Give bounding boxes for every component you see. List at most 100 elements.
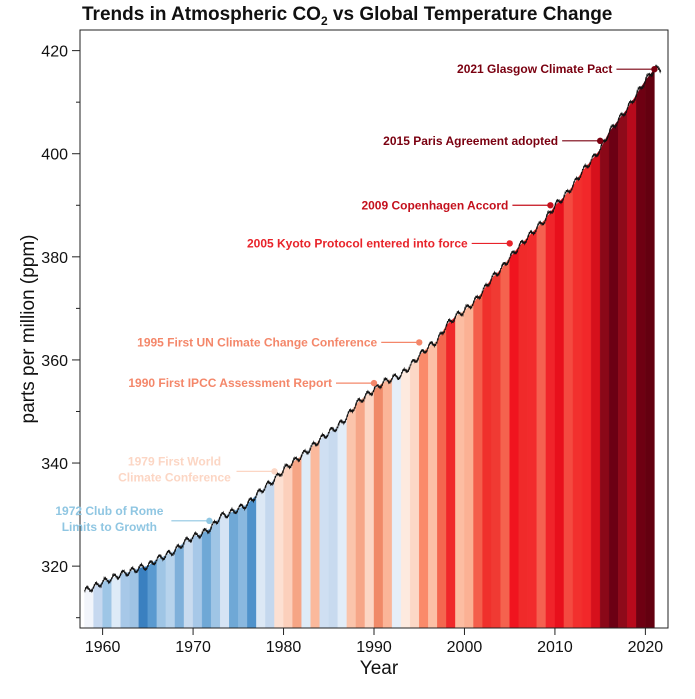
stripe-1994 (409, 355, 420, 629)
stripe-1971 (201, 527, 212, 629)
annotation-label-6-0: 1979 First World (128, 454, 221, 468)
stripe-1969 (183, 536, 194, 629)
stripe-1983 (310, 439, 320, 629)
annotation-dot-1 (596, 137, 604, 145)
y-tick-label-380: 380 (41, 250, 68, 267)
chart-title-main: Trends in Atmospheric CO (82, 4, 321, 25)
annotation-0: 2021 Glasgow Climate Pact (457, 62, 658, 76)
y-tick-label-360: 360 (41, 353, 68, 370)
annotation-label-4-0: 1995 First UN Climate Change Conference (137, 335, 377, 349)
annotation-6: 1979 First World Climate Conference (118, 454, 278, 484)
stripe-1977 (256, 486, 266, 629)
stripe-2014 (590, 149, 601, 629)
stripe-2008 (536, 218, 547, 629)
stripe-1960 (102, 578, 112, 629)
stripe-1973 (220, 513, 230, 629)
stripe-1964 (138, 565, 149, 629)
annotation-2: 2009 Copenhagen Accord (361, 198, 554, 212)
x-axis: 1960 1970 1980 1990 2000 2010 2020 (85, 628, 663, 656)
stripe-2017 (618, 108, 628, 629)
annotation-dot-2 (547, 202, 554, 209)
y-tick-label-340: 340 (41, 456, 68, 473)
stripe-1979 (274, 469, 284, 629)
stripe-1987 (346, 403, 357, 629)
stripe-2004 (500, 257, 510, 629)
x-tick-label-1980: 1980 (266, 639, 302, 656)
x-tick-label-2020: 2020 (628, 639, 664, 656)
chart-title: Trends in Atmospheric CO2 vs Global Temp… (82, 4, 612, 28)
stripe-1959 (93, 581, 103, 629)
stripe-1985 (328, 426, 339, 629)
annotation-label-0-0: 2021 Glasgow Climate Pact (457, 62, 612, 76)
stripe-2001 (473, 291, 483, 629)
annotation-dot-7 (206, 517, 213, 525)
stripe-1995 (419, 346, 429, 629)
stripe-1982 (301, 447, 311, 629)
y-tick-label-420: 420 (41, 44, 68, 61)
stripe-2019 (636, 79, 646, 629)
stripe-1996 (428, 340, 438, 629)
stripe-2005 (509, 246, 519, 629)
stripe-1988 (355, 396, 366, 629)
annotation-label-1-0: 2015 Paris Agreement adopted (383, 134, 558, 148)
y-axis: 320 340 360 380 400 420 (41, 44, 80, 619)
stripe-2020 (645, 68, 655, 629)
stripe-2009 (545, 205, 556, 629)
stripe-1978 (265, 479, 275, 629)
stripe-1970 (192, 533, 203, 629)
stripe-1974 (229, 508, 239, 629)
y-tick-label-320: 320 (41, 559, 68, 576)
co2-line (84, 64, 662, 594)
stripe-2002 (482, 277, 492, 629)
annotation-label-7-0: 1972 Club of Rome (55, 504, 163, 518)
annotation-dot-4 (416, 339, 423, 346)
stripe-2003 (491, 269, 501, 629)
annotations: 2021 Glasgow Climate Pact 2015 Paris Agre… (55, 62, 658, 534)
stripe-1962 (120, 571, 130, 629)
stripe-2010 (554, 196, 565, 629)
stripe-2018 (627, 94, 637, 629)
annotation-label-5-0: 1990 First IPCC Assessment Report (128, 376, 332, 390)
x-tick-label-1960: 1960 (85, 639, 121, 656)
annotation-label-6-1: Climate Conference (118, 470, 231, 484)
stripe-1990 (373, 382, 384, 629)
stripe-1999 (455, 310, 465, 629)
annotation-4: 1995 First UN Climate Change Conference (137, 335, 423, 349)
stripe-1998 (446, 316, 456, 629)
y-axis-title: parts per million (ppm) (18, 235, 39, 424)
temperature-stripes (84, 68, 655, 629)
stripe-1976 (247, 494, 257, 629)
stripe-1981 (292, 455, 302, 629)
stripe-1986 (337, 416, 348, 629)
annotation-dot-3 (506, 240, 513, 247)
stripe-2006 (518, 236, 528, 629)
stripe-1992 (391, 374, 402, 629)
x-tick-label-2000: 2000 (447, 639, 483, 656)
co2-series (84, 64, 662, 594)
annotation-5: 1990 First IPCC Assessment Report (128, 376, 378, 390)
annotation-7: 1972 Club of Rome Limits to Growth (55, 504, 213, 534)
x-axis-title: Year (360, 658, 399, 679)
stripe-1965 (147, 559, 158, 629)
stripe-2000 (464, 302, 474, 629)
stripe-1989 (364, 389, 375, 629)
stripe-2011 (563, 185, 574, 629)
annotation-label-7-1: Limits to Growth (62, 520, 157, 534)
annotation-dot-0 (651, 65, 658, 73)
stripe-2012 (572, 171, 583, 629)
x-tick-label-2010: 2010 (537, 639, 573, 656)
annotation-1: 2015 Paris Agreement adopted (383, 134, 604, 148)
stripe-2013 (581, 160, 592, 629)
stripe-1997 (437, 324, 447, 629)
annotation-label-3-0: 2005 Kyoto Protocol entered into force (247, 236, 468, 250)
stripe-1967 (165, 550, 176, 629)
stripe-1975 (238, 503, 248, 629)
y-tick-label-400: 400 (41, 147, 68, 164)
stripe-1991 (382, 378, 393, 629)
x-tick-label-1970: 1970 (175, 639, 211, 656)
stripe-2016 (609, 119, 619, 629)
stripe-1993 (400, 365, 411, 629)
stripe-1958 (84, 586, 94, 629)
stripe-1961 (111, 574, 121, 629)
